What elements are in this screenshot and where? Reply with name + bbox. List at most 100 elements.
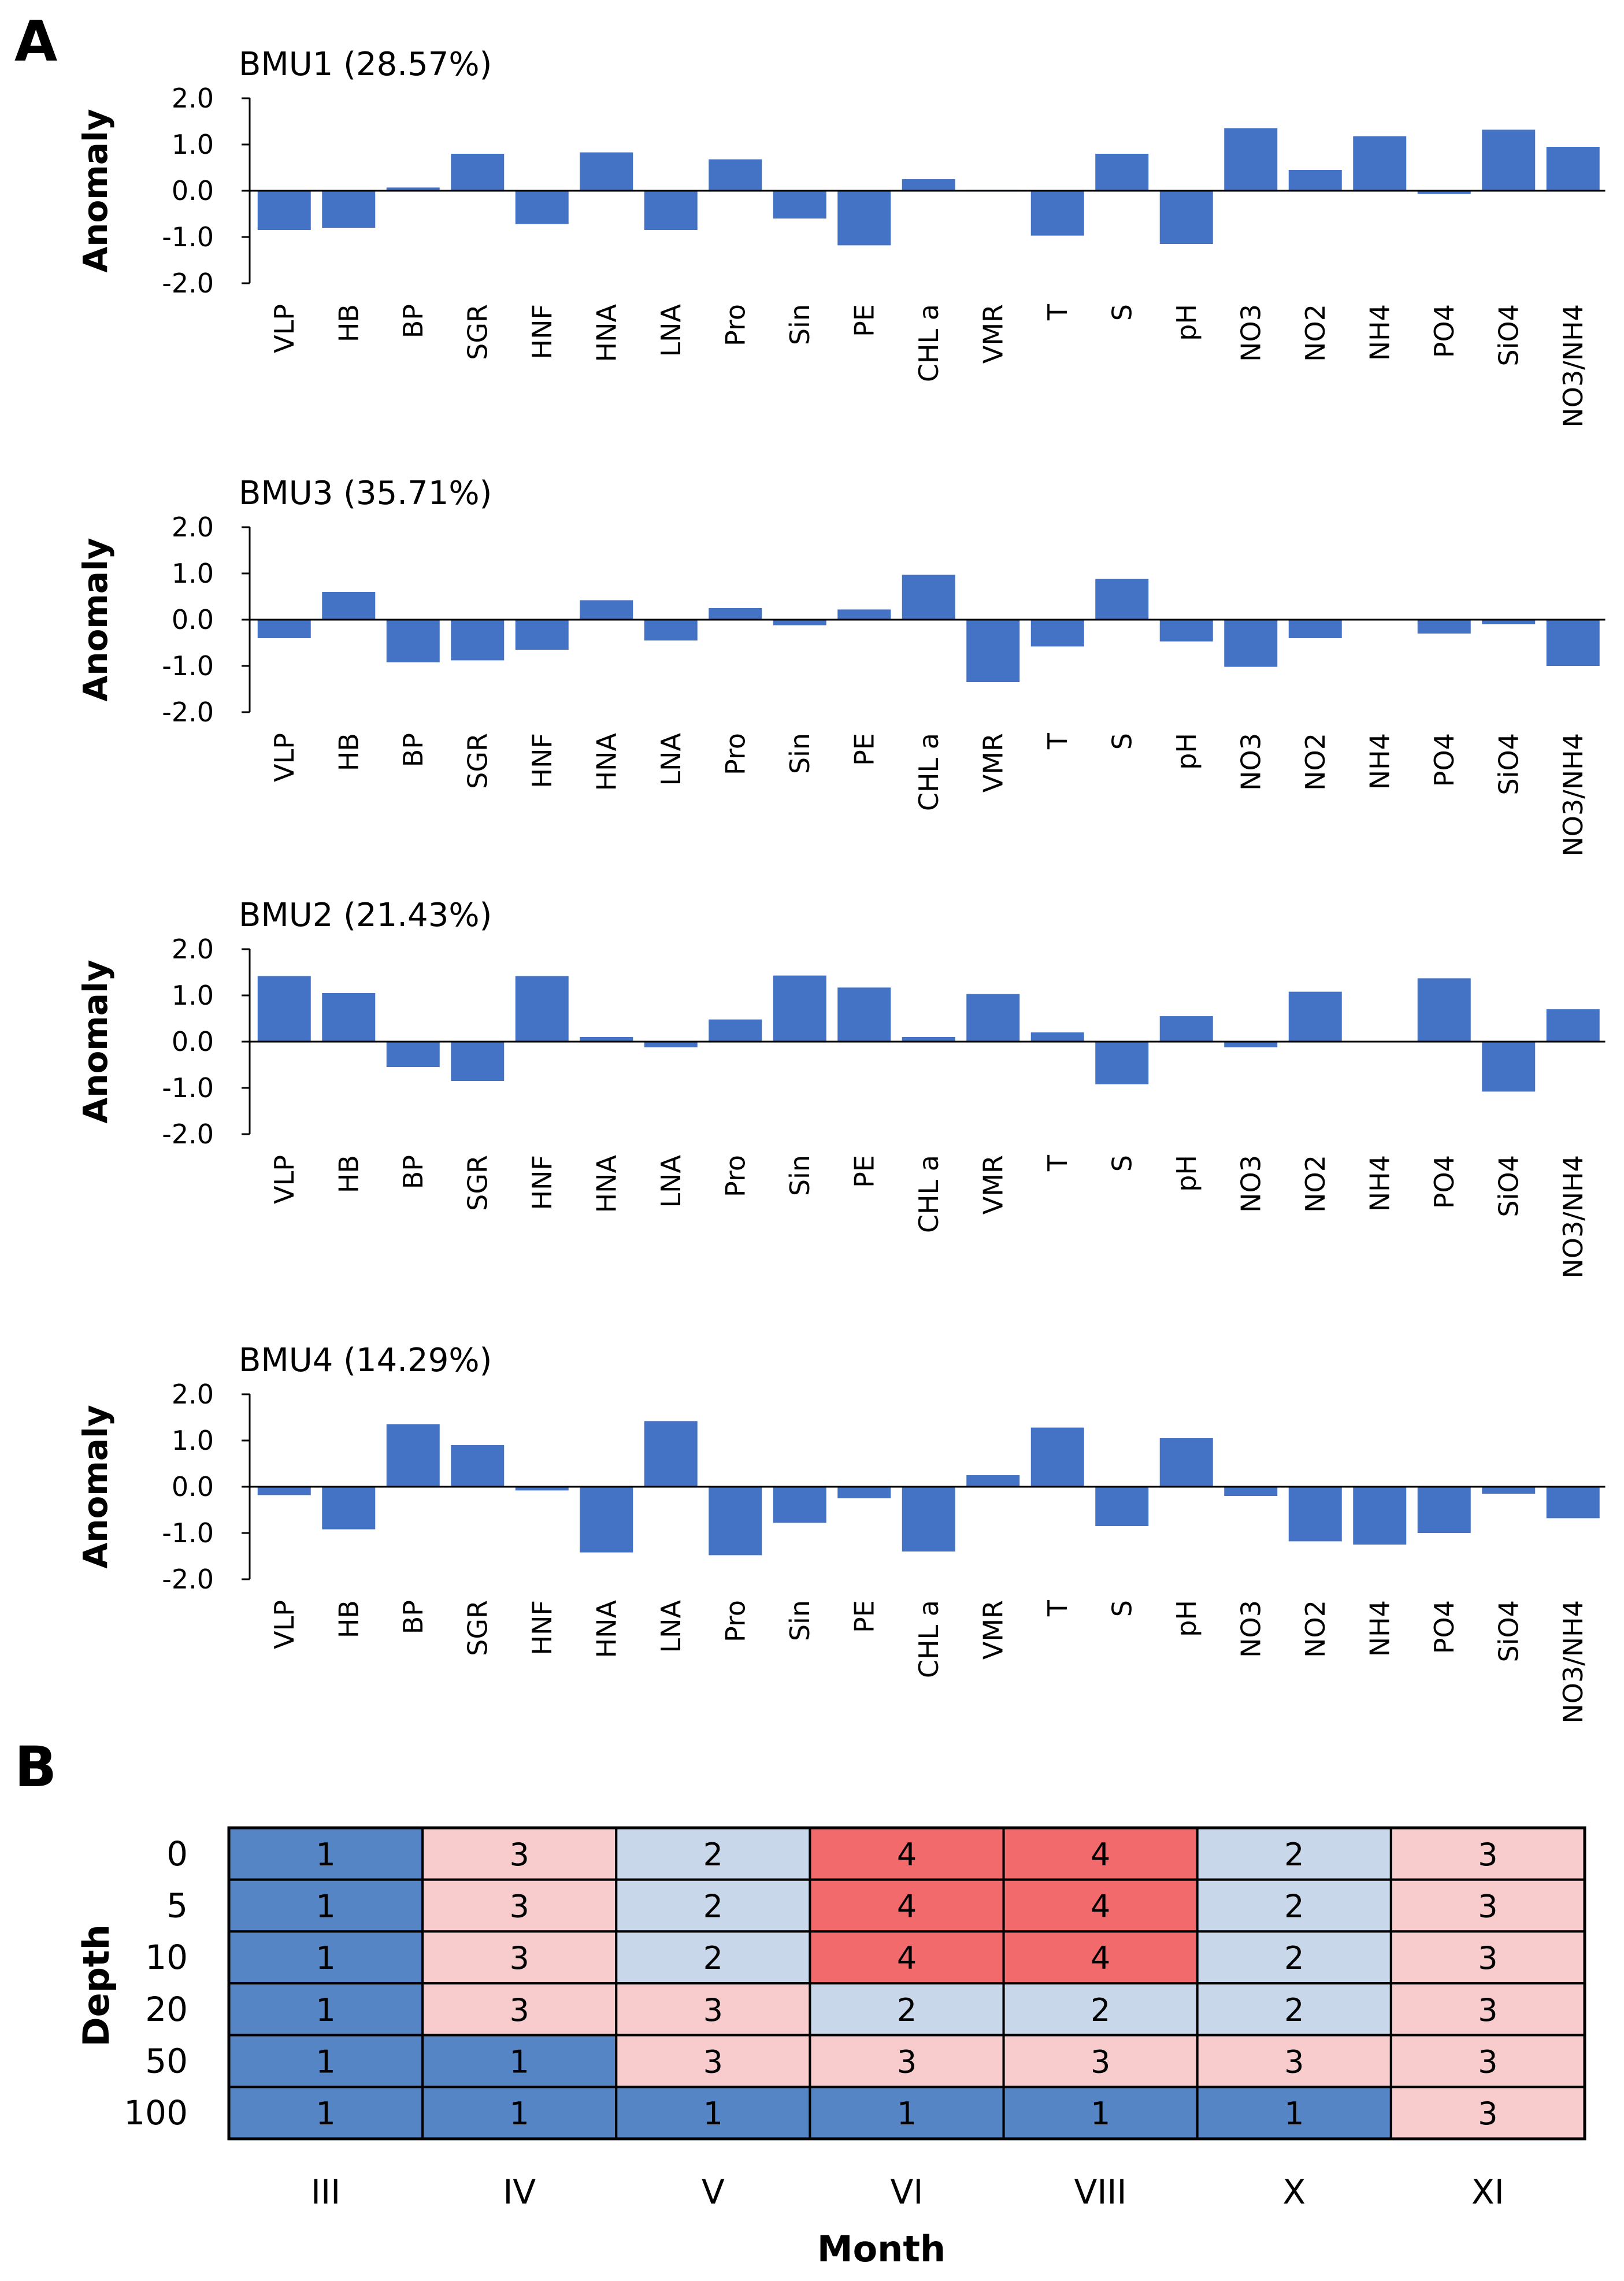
bar (644, 1042, 698, 1047)
bar (1546, 1487, 1600, 1519)
category-label: NO3/NH4 (1558, 1600, 1589, 1724)
depth-label: 100 (124, 2093, 188, 2132)
category-label: LNA (655, 732, 687, 786)
heatmap-cell (1196, 2086, 1392, 2140)
heatmap-cell-value: 4 (897, 1889, 917, 1925)
heatmap-cell-value: 2 (1284, 1992, 1304, 2028)
chart-title: BMU4 (14.29%) (239, 1342, 492, 1379)
heatmap-cell-value: 2 (897, 1992, 917, 2028)
bar (1224, 620, 1278, 667)
heatmap-cell-value: 1 (316, 2095, 335, 2132)
heatmap-cell (228, 2086, 424, 2140)
bar (257, 191, 311, 230)
category-label: NH4 (1364, 1600, 1395, 1657)
bar (1030, 620, 1084, 647)
bar (386, 1042, 440, 1067)
y-tick-label: -2.0 (162, 268, 214, 299)
heatmap-cell (228, 1827, 424, 1881)
category-label: S (1106, 1155, 1137, 1172)
heatmap-cell-value: 4 (1091, 1940, 1110, 1976)
heatmap-cell (615, 2034, 811, 2089)
heatmap-cell-value: 3 (1478, 2044, 1497, 2080)
heatmap-cell (421, 2034, 618, 2089)
bar (386, 1424, 440, 1487)
category-label: HNA (591, 1154, 622, 1213)
bar (837, 1487, 891, 1498)
bar (1095, 1487, 1149, 1526)
month-label: III (311, 2172, 340, 2212)
bar (386, 187, 440, 191)
bar (773, 191, 826, 219)
y-tick-label: 1.0 (172, 558, 214, 589)
heatmap-cell (421, 1827, 618, 1881)
category-label: S (1106, 1600, 1137, 1617)
category-label: VMR (977, 304, 1008, 364)
bar (902, 1487, 955, 1551)
heatmap-cell-value: 3 (510, 1836, 529, 1873)
category-label: NO2 (1300, 733, 1331, 791)
category-label: Pro (720, 1600, 751, 1642)
category-label: NO3/NH4 (1558, 1155, 1589, 1279)
heatmap-cell-value: 3 (1478, 1889, 1497, 1925)
y-tick-label: 0.0 (172, 1471, 214, 1502)
heatmap-cell-value: 3 (510, 1940, 529, 1976)
bar (322, 191, 376, 228)
bar (322, 993, 376, 1042)
category-label: SiO4 (1493, 1600, 1524, 1662)
category-label: S (1106, 304, 1137, 321)
category-label: BP (398, 733, 429, 767)
heatmap-cell-value: 1 (703, 2095, 723, 2132)
category-label: VLP (269, 733, 300, 782)
panel-b-label: B (14, 1735, 57, 1799)
category-label: Pro (720, 1155, 751, 1197)
category-label: NO3 (1235, 1600, 1266, 1658)
category-label: SGR (462, 1155, 493, 1211)
bar (580, 1487, 633, 1553)
category-label: PO4 (1429, 304, 1460, 358)
category-label: LNA (655, 303, 687, 357)
heatmap-cell-value: 2 (703, 1940, 723, 1976)
bar (773, 1487, 826, 1523)
bar (1224, 1042, 1278, 1047)
bar (837, 609, 891, 620)
category-label: Pro (720, 733, 751, 775)
heatmap-cell-value: 2 (703, 1836, 723, 1873)
category-label: PO4 (1429, 733, 1460, 787)
bar (1417, 620, 1471, 634)
heatmap-cell-value: 3 (510, 1992, 529, 2028)
heatmap-cell-value: 2 (1284, 1940, 1304, 1976)
depth-label: 0 (166, 1834, 188, 1873)
y-tick-label: 0.0 (172, 604, 214, 635)
bar (580, 600, 633, 620)
bar (709, 1487, 762, 1556)
bar-chart-2: BMU3 (35.71%) Anomaly 2.0 1.0 0.0 -1.0 -2.0 VLP… (76, 475, 1606, 857)
category-label: HB (333, 1600, 364, 1638)
heatmap-cell (809, 1878, 1005, 1933)
heatmap-cell-value: 2 (1284, 1889, 1304, 1925)
month-label: VI (891, 2172, 924, 2212)
category-label: S (1106, 733, 1137, 750)
bar (1224, 128, 1278, 191)
bar (451, 620, 505, 661)
category-label: VLP (269, 304, 300, 353)
category-label: HB (333, 304, 364, 342)
y-tick-label: 1.0 (172, 980, 214, 1011)
category-label: SGR (462, 304, 493, 360)
bar (386, 620, 440, 662)
bar (1417, 191, 1471, 194)
bar (257, 620, 311, 638)
heatmap-cell (1196, 1982, 1392, 2036)
heatmap-cell-value: 1 (316, 1992, 335, 2028)
bar (644, 1421, 698, 1487)
bar (1224, 1487, 1278, 1496)
heatmap-cell (1389, 1930, 1586, 1984)
bar (515, 1487, 569, 1491)
heatmap-cell-value: 1 (316, 1836, 335, 1873)
bar (966, 994, 1020, 1042)
category-label: VLP (269, 1155, 300, 1204)
category-label: LNA (655, 1599, 687, 1653)
month-label: VIII (1074, 2172, 1127, 2212)
heatmap-cell-value: 1 (1284, 2095, 1304, 2132)
bar (1546, 147, 1600, 191)
category-label: T (1042, 303, 1073, 321)
